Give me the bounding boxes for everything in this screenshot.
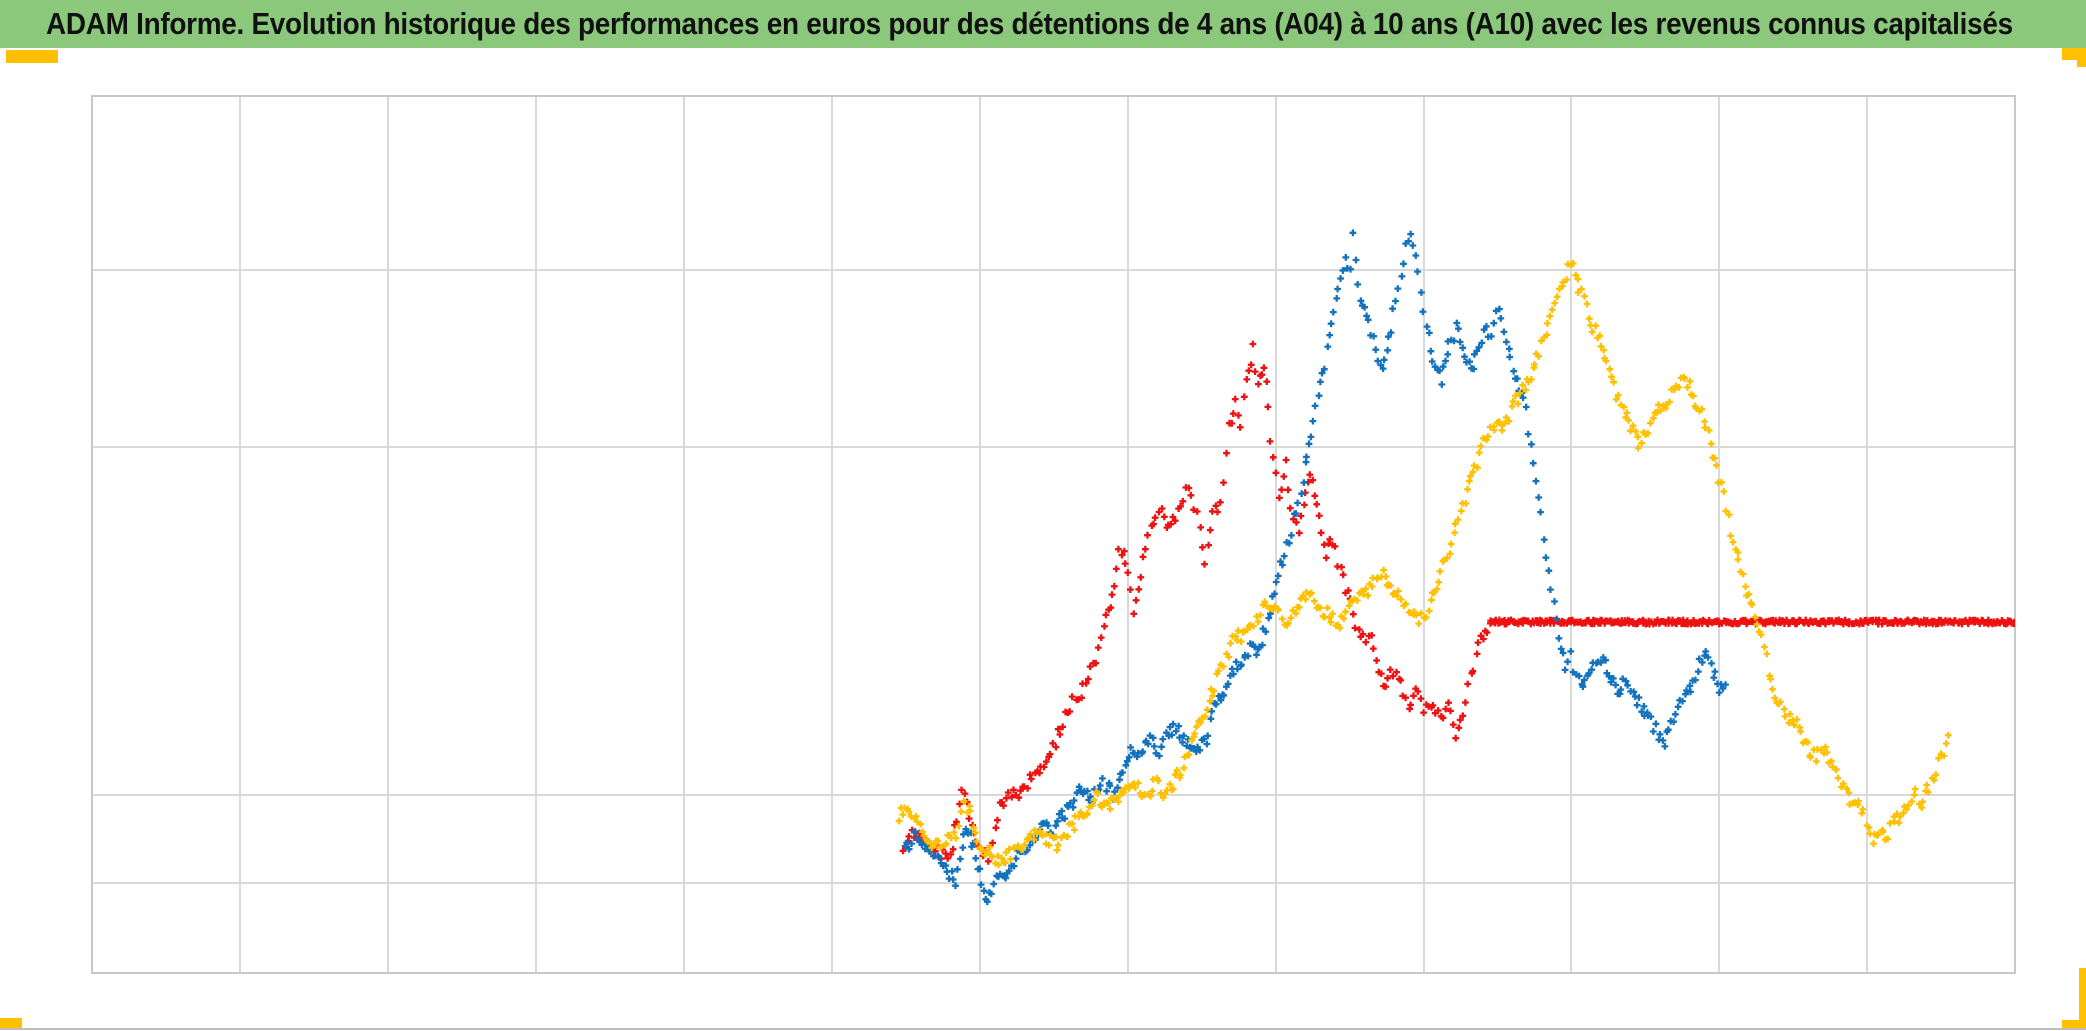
selection-handle-top-left[interactable] <box>6 50 58 63</box>
selection-handle-top-right-v[interactable] <box>2077 48 2086 67</box>
yellow-series[interactable] <box>895 260 1952 869</box>
blue-series[interactable] <box>901 229 1729 906</box>
red-series[interactable] <box>899 340 2023 865</box>
chart-title-bar: ADAM Informe. Evolution historique des p… <box>0 0 2086 48</box>
chart-title: ADAM Informe. Evolution historique des p… <box>46 6 2013 41</box>
gridlines <box>92 96 2015 973</box>
selection-handle-bottom-right-v[interactable] <box>2079 968 2086 1028</box>
selection-handle-bottom-left[interactable] <box>0 1018 22 1030</box>
plot-area-border <box>91 95 2016 974</box>
selection-handle-bottom-right-h[interactable] <box>2062 1020 2086 1028</box>
sheet-bottom-rule <box>0 1028 2086 1030</box>
